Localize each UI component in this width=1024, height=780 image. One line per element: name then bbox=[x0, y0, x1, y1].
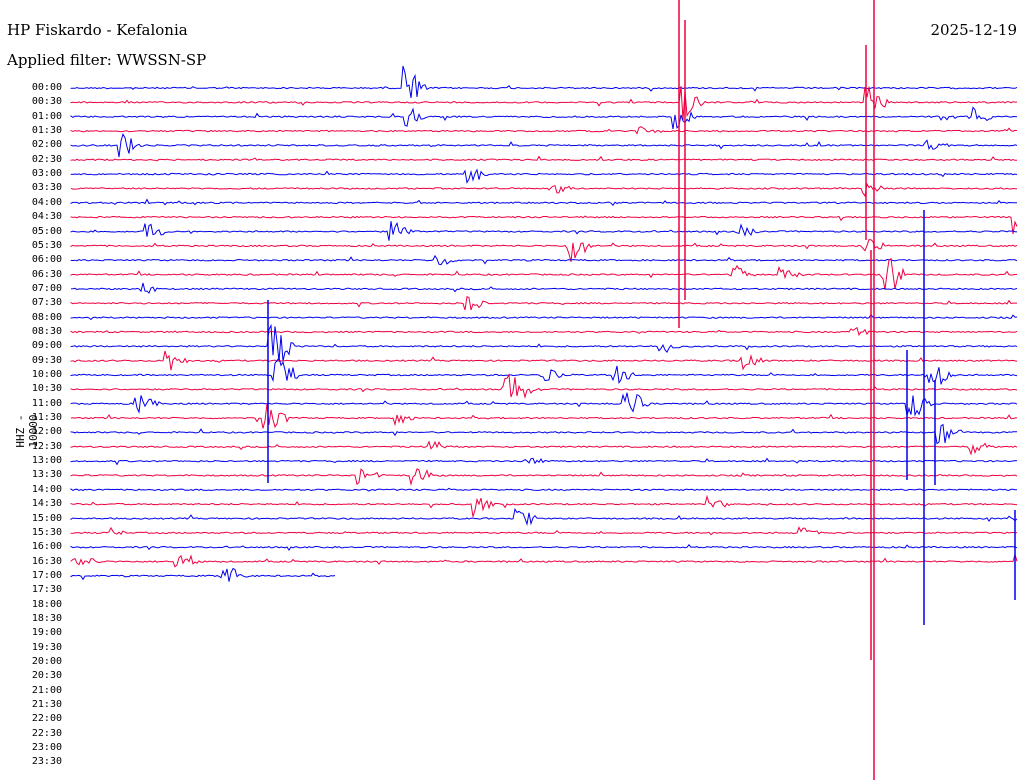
trace-row bbox=[70, 373, 1018, 400]
time-tick-label: 20:30 bbox=[31, 670, 62, 682]
trace-row bbox=[70, 65, 1018, 98]
trace-row bbox=[70, 86, 1018, 121]
trace-row bbox=[70, 494, 1018, 517]
time-tick-label: 00:00 bbox=[31, 82, 62, 93]
time-tick-label: 23:30 bbox=[31, 756, 62, 768]
time-tick-label: 19:00 bbox=[31, 627, 62, 639]
trace-row bbox=[70, 423, 1017, 445]
trace-row bbox=[70, 403, 1018, 429]
time-tick-label: 14:00 bbox=[31, 483, 62, 495]
time-tick-label: 05:00 bbox=[31, 225, 62, 237]
trace-row bbox=[70, 567, 336, 582]
time-tick-label: 11:00 bbox=[31, 397, 62, 409]
trace-row bbox=[70, 295, 1017, 311]
time-tick-label: 17:00 bbox=[31, 569, 62, 581]
time-tick-label: 23:00 bbox=[31, 742, 62, 754]
time-tick-label: 04:00 bbox=[31, 196, 62, 208]
time-tick-label: 01:00 bbox=[31, 110, 62, 122]
time-tick-label: 22:00 bbox=[31, 713, 62, 725]
time-tick-label: 01:30 bbox=[31, 125, 62, 137]
trace-row bbox=[70, 507, 1018, 527]
trace-row bbox=[70, 326, 1018, 336]
filter-label: Applied filter: WWSSN-SP bbox=[7, 51, 207, 69]
trace-row bbox=[70, 440, 1018, 456]
trace-row bbox=[70, 468, 1018, 486]
time-tick-label: 02:30 bbox=[31, 153, 62, 165]
time-tick-label: 03:00 bbox=[31, 168, 62, 180]
trace-row bbox=[70, 254, 1018, 266]
time-tick-label: 15:30 bbox=[31, 526, 62, 538]
time-tick-label: 06:00 bbox=[31, 254, 62, 266]
station-title: HP Fiskardo - Kefalonia bbox=[7, 21, 188, 39]
trace-row bbox=[70, 552, 1018, 568]
time-tick-label: 22:30 bbox=[31, 727, 62, 739]
trace-row bbox=[70, 221, 1018, 241]
time-tick-label: 16:00 bbox=[31, 541, 62, 553]
trace-row bbox=[70, 457, 1018, 466]
time-tick-label: 12:30 bbox=[31, 440, 62, 452]
time-tick-label: 06:30 bbox=[31, 268, 62, 280]
time-tick-label: 18:30 bbox=[31, 612, 62, 624]
time-tick-label: 03:30 bbox=[31, 182, 62, 194]
time-tick-label: 00:30 bbox=[31, 96, 62, 108]
time-tick-label: 16:30 bbox=[31, 555, 62, 567]
trace-row bbox=[70, 257, 1018, 290]
trace-row bbox=[70, 313, 1018, 321]
time-tick-label: 11:30 bbox=[31, 412, 62, 424]
time-tick-label: 18:00 bbox=[31, 598, 62, 610]
time-tick-label: 19:30 bbox=[31, 641, 62, 653]
time-tick-label: 13:00 bbox=[31, 455, 62, 467]
time-tick-label: 13:30 bbox=[31, 469, 62, 481]
trace-row bbox=[70, 168, 1018, 184]
time-tick-label: 17:30 bbox=[31, 584, 62, 596]
time-tick-label: 09:30 bbox=[31, 354, 62, 366]
trace-row bbox=[70, 126, 1018, 135]
trace-row bbox=[70, 350, 1018, 371]
time-tick-label: 04:30 bbox=[31, 211, 62, 223]
time-tick-label: 07:00 bbox=[31, 282, 62, 294]
trace-row bbox=[70, 526, 1018, 536]
time-tick-label: 02:00 bbox=[31, 139, 62, 151]
trace-row bbox=[70, 132, 1018, 158]
date-label: 2025-12-19 bbox=[930, 21, 1017, 39]
trace-row bbox=[70, 282, 1018, 294]
trace-row bbox=[70, 215, 1018, 235]
trace-row bbox=[70, 155, 1017, 162]
time-tick-label: 14:30 bbox=[31, 498, 62, 510]
time-tick-label: 10:30 bbox=[31, 383, 62, 395]
time-tick-label: 21:00 bbox=[31, 684, 62, 696]
time-tick-label: 10:00 bbox=[31, 369, 62, 380]
time-tick-label: 09:00 bbox=[31, 340, 62, 352]
time-tick-label: 07:30 bbox=[31, 297, 62, 309]
trace-row bbox=[70, 487, 1017, 492]
time-tick-label: 15:00 bbox=[31, 512, 62, 524]
trace-row bbox=[70, 357, 1018, 385]
time-tick-label: 12:00 bbox=[31, 426, 62, 438]
time-tick-label: 21:30 bbox=[31, 699, 62, 711]
time-tick-label: 08:00 bbox=[31, 311, 62, 323]
trace-row bbox=[70, 182, 1017, 198]
trace-row bbox=[70, 106, 1018, 130]
time-tick-label: 05:30 bbox=[31, 239, 62, 251]
trace-row bbox=[70, 239, 1018, 262]
time-tick-label: 20:00 bbox=[31, 656, 62, 667]
trace-row bbox=[70, 198, 1018, 206]
trace-row bbox=[70, 544, 1018, 552]
trace-row bbox=[70, 392, 1018, 417]
time-tick-label: 08:30 bbox=[31, 325, 62, 337]
trace-row bbox=[70, 323, 1018, 362]
